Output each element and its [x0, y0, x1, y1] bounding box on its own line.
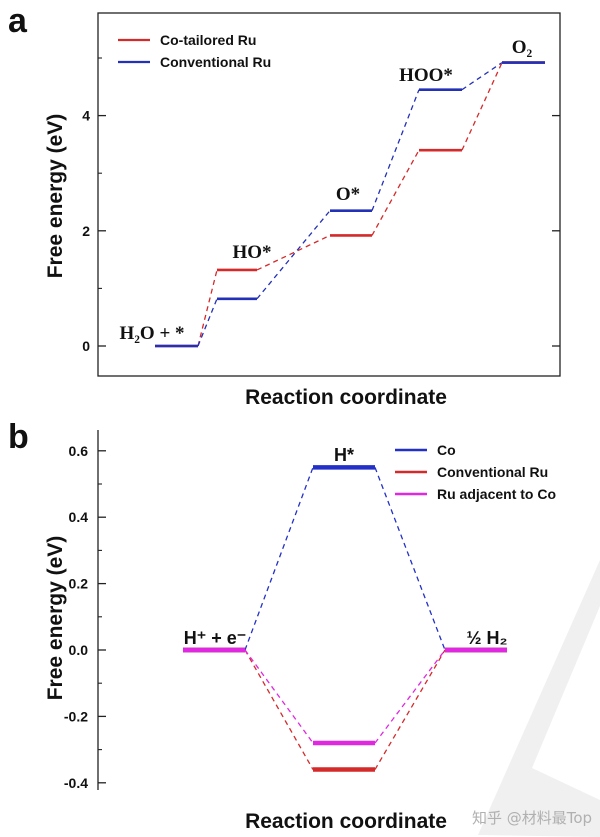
panel-a-step-label-3: O*: [336, 184, 360, 205]
panel-b-legend-label-ru-adjacent-to-co: Ru adjacent to Co: [437, 486, 556, 502]
panel-a-connector-co-tailored-ru: [197, 269, 218, 347]
panel-b-legend-label-conventional-ru: Conventional Ru: [437, 464, 548, 480]
panel-b-connector-co: [244, 467, 314, 651]
panel-b-y-tick-label: 0.0: [69, 642, 89, 658]
panel-b-annotations: H⁺ + e⁻ H* ½ H₂: [184, 445, 508, 648]
panel-a-x-axis-title: Reaction coordinate: [245, 386, 447, 409]
panel-b-connector-ru-adjacent-to-co: [244, 649, 314, 744]
panel-b-step-label-1: H⁺ + e⁻: [184, 628, 247, 648]
panel-a-annotations: H₂O + * HO* O* HOO* O₂: [119, 37, 532, 344]
panel-a-connector-conventional-ru: [197, 298, 218, 347]
panel-a-step-label-1: H₂O + *: [119, 323, 184, 344]
panel-b-label: b: [8, 418, 29, 456]
panel-b-connector-conventional-ru: [374, 649, 446, 770]
panel-a-step-label-4: HOO*: [399, 65, 453, 86]
panel-a-y-tick-label: 4: [82, 108, 90, 124]
watermark-text: 知乎 @材料最Top: [472, 809, 592, 827]
panel-b-y-ticks: 0.6 0.4 0.2 0.0 -0.2 -0.4: [64, 443, 106, 791]
panel-b-y-tick-label: 0.2: [69, 576, 89, 592]
watermark-shape: [478, 560, 600, 837]
panel-b-connector-co: [374, 467, 446, 651]
panel-b-legend: Co Conventional Ru Ru adjacent to Co: [395, 442, 556, 502]
panel-a-connector-co-tailored-ru: [461, 62, 503, 151]
panel-a-step-label-5: O₂: [512, 37, 533, 58]
panel-b-series: [183, 465, 507, 772]
panel-a-legend-label-conventional-ru: Conventional Ru: [160, 54, 271, 70]
panel-b-connector-conventional-ru: [244, 649, 314, 770]
panel-b-y-tick-label: 0.4: [69, 509, 89, 525]
panel-a-frame: [97, 12, 561, 377]
panel-a-connector-conventional-ru: [256, 210, 331, 300]
panel-a-y-tick-label: 2: [82, 223, 90, 239]
panel-a-connector-co-tailored-ru: [371, 149, 420, 236]
panel-b-connector-ru-adjacent-to-co: [374, 649, 446, 744]
panel-a-label: a: [8, 2, 28, 40]
panel-a-step-label-2: HO*: [232, 242, 271, 263]
panel-a-y-ticks: 0 2 4: [82, 57, 560, 354]
panel-b-step-label-3: ½ H₂: [466, 628, 507, 648]
panel-b-legend-label-co: Co: [437, 442, 456, 458]
panel-a-connector-conventional-ru: [461, 62, 503, 91]
panel-a-connector-co-tailored-ru: [256, 234, 331, 271]
panel-b-y-tick-label: -0.4: [64, 775, 88, 791]
panel-a-y-tick-label: 0: [82, 338, 90, 354]
panel-a-legend-label-co-tailored-ru: Co-tailored Ru: [160, 32, 256, 48]
panel-a-series: [155, 61, 545, 348]
panel-a-y-axis-title: Free energy (eV): [44, 114, 67, 279]
panel-b-step-label-2: H*: [334, 445, 354, 465]
panel-b-y-tick-label: -0.2: [64, 708, 88, 724]
panel-b-y-axis-title: Free energy (eV): [44, 536, 67, 701]
panel-a-connector-conventional-ru: [371, 89, 420, 211]
panel-a-legend: Co-tailored Ru Conventional Ru: [118, 32, 271, 70]
panel-b-x-axis-title: Reaction coordinate: [245, 810, 447, 833]
panel-b-y-tick-label: 0.6: [69, 443, 89, 459]
